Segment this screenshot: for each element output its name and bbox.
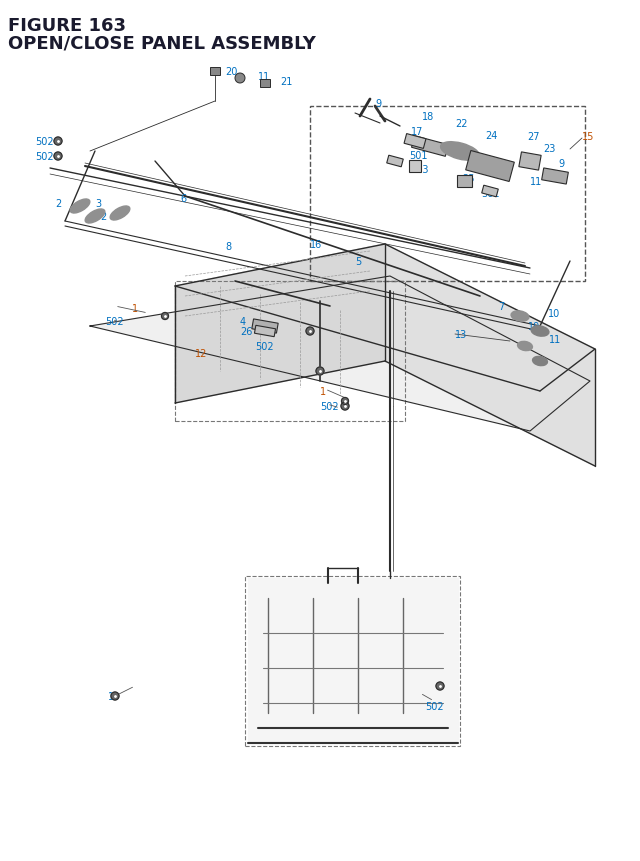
Circle shape xyxy=(54,152,62,161)
Ellipse shape xyxy=(518,342,532,351)
Polygon shape xyxy=(248,579,458,743)
Circle shape xyxy=(316,368,324,375)
Text: 9: 9 xyxy=(558,158,564,169)
Bar xyxy=(387,156,403,168)
Text: 11: 11 xyxy=(258,72,270,82)
Ellipse shape xyxy=(532,357,547,366)
Circle shape xyxy=(111,692,119,700)
Bar xyxy=(466,152,515,183)
Ellipse shape xyxy=(85,210,105,224)
Text: 17: 17 xyxy=(411,127,424,137)
Bar xyxy=(409,161,421,173)
Text: 1: 1 xyxy=(132,304,138,313)
Bar xyxy=(210,68,220,76)
Text: 10: 10 xyxy=(548,308,560,319)
Text: 26: 26 xyxy=(240,326,252,337)
Text: 2: 2 xyxy=(100,212,106,222)
Text: 16: 16 xyxy=(310,239,323,250)
Text: 503: 503 xyxy=(410,164,429,175)
Polygon shape xyxy=(385,245,595,467)
Text: 2: 2 xyxy=(55,199,61,208)
Text: 27: 27 xyxy=(527,132,540,142)
Text: 501: 501 xyxy=(409,151,428,161)
Text: 18: 18 xyxy=(422,112,435,122)
Bar xyxy=(245,576,460,746)
Text: 23: 23 xyxy=(543,144,556,154)
Text: 7: 7 xyxy=(498,301,504,312)
Text: 21: 21 xyxy=(280,77,292,87)
Text: 502: 502 xyxy=(425,701,444,711)
Text: 1: 1 xyxy=(320,387,326,397)
Bar xyxy=(252,319,278,334)
Text: 11: 11 xyxy=(549,335,561,344)
Bar xyxy=(412,137,449,158)
Text: 14: 14 xyxy=(108,691,120,701)
Bar xyxy=(404,134,426,149)
Text: 20: 20 xyxy=(225,67,237,77)
Circle shape xyxy=(161,313,168,320)
Text: 12: 12 xyxy=(195,349,207,358)
Text: 502: 502 xyxy=(105,317,124,326)
Text: 9: 9 xyxy=(375,99,381,108)
Text: 502: 502 xyxy=(35,137,54,147)
Bar xyxy=(310,107,585,282)
Bar xyxy=(541,169,568,185)
Ellipse shape xyxy=(511,312,529,322)
Circle shape xyxy=(54,138,62,146)
Ellipse shape xyxy=(531,326,549,337)
Text: 24: 24 xyxy=(485,131,497,141)
Text: FIGURE 163: FIGURE 163 xyxy=(8,17,126,35)
Polygon shape xyxy=(175,245,385,404)
Text: 19: 19 xyxy=(528,322,540,331)
Circle shape xyxy=(235,74,245,84)
Bar xyxy=(458,176,472,188)
Polygon shape xyxy=(90,276,590,431)
Ellipse shape xyxy=(110,207,130,220)
Text: 25: 25 xyxy=(462,174,474,183)
Text: 11: 11 xyxy=(530,177,542,187)
Text: 13: 13 xyxy=(455,330,467,339)
Bar xyxy=(260,80,270,88)
Circle shape xyxy=(436,682,444,691)
Bar xyxy=(482,186,499,197)
Text: 3: 3 xyxy=(95,199,101,208)
Text: OPEN/CLOSE PANEL ASSEMBLY: OPEN/CLOSE PANEL ASSEMBLY xyxy=(8,34,316,52)
Polygon shape xyxy=(175,245,595,392)
Text: 502: 502 xyxy=(255,342,274,351)
Text: 15: 15 xyxy=(582,132,595,142)
Text: 8: 8 xyxy=(225,242,231,251)
Ellipse shape xyxy=(70,200,90,214)
Text: 5: 5 xyxy=(355,257,361,267)
Text: 6: 6 xyxy=(180,194,186,204)
Ellipse shape xyxy=(440,143,479,161)
Text: 501: 501 xyxy=(481,189,499,199)
Text: 502: 502 xyxy=(320,401,339,412)
Bar xyxy=(519,152,541,171)
Text: 22: 22 xyxy=(455,119,467,129)
Bar xyxy=(255,326,276,338)
Bar xyxy=(175,282,405,422)
Circle shape xyxy=(341,403,349,411)
Text: 4: 4 xyxy=(240,317,246,326)
Circle shape xyxy=(306,328,314,336)
Circle shape xyxy=(342,398,349,405)
Text: 502: 502 xyxy=(35,152,54,162)
